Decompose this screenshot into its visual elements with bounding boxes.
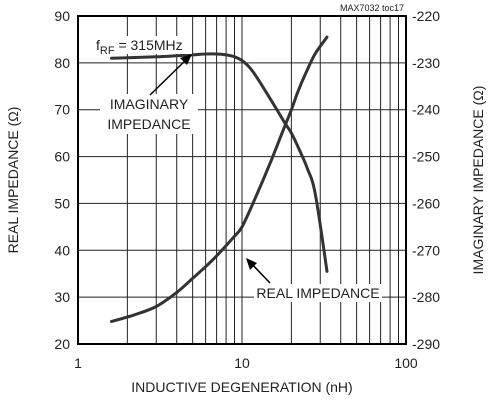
tick-labels: 1 10 100 20 30 40 50 60 70 80 90 -290 -280 -270 -260 -2… xyxy=(54,8,440,371)
x-tick-label: 1 xyxy=(74,355,82,371)
y-right-tick-label: -290 xyxy=(412,336,440,352)
y-right-tick-label: -230 xyxy=(412,55,440,71)
y-right-tick-label: -280 xyxy=(412,289,440,305)
imaginary-arrow-head xyxy=(180,54,192,65)
x-axis-title: INDUCTIVE DEGENERATION (nH) xyxy=(131,379,352,395)
series xyxy=(110,35,329,323)
y-left-tick-label: 50 xyxy=(54,195,70,211)
y-left-tick-label: 90 xyxy=(54,8,70,24)
frequency-label-bg xyxy=(94,36,192,54)
y-left-tick-label: 60 xyxy=(54,149,70,165)
y-right-tick-label: -270 xyxy=(412,242,440,258)
x-tick-label: 100 xyxy=(394,355,418,371)
y-left-tick-label: 40 xyxy=(54,242,70,258)
y-right-tick-label: -260 xyxy=(412,195,440,211)
real-label-bg xyxy=(254,284,382,302)
y-right-tick-label: -240 xyxy=(412,102,440,118)
figure-id-label: MAX7032 toc17 xyxy=(340,3,404,13)
y-axis-title-right: IMAGINARY IMPEDANCE (Ω) xyxy=(470,86,486,275)
frequency-label: fRF = 315MHz xyxy=(96,37,183,57)
y-right-tick-label: -250 xyxy=(412,149,440,165)
imaginary-arrow-line xyxy=(149,56,190,96)
frequency-prefix: f xyxy=(96,37,100,53)
y-axis-title-left: REAL IMPEDANCE (Ω) xyxy=(5,107,21,254)
imaginary-label-line1: IMAGINARY xyxy=(110,96,189,112)
y-right-tick-label: -220 xyxy=(412,8,440,24)
imaginary-label-line2: IMPEDANCE xyxy=(107,116,190,132)
imaginary-impedance-line xyxy=(110,52,329,273)
y-left-tick-label: 70 xyxy=(54,102,70,118)
frequency-subscript: RF xyxy=(100,45,115,57)
y-left-tick-label: 80 xyxy=(54,55,70,71)
y-left-tick-label: 30 xyxy=(54,289,70,305)
x-tick-label: 10 xyxy=(234,355,250,371)
imaginary-label-bg xyxy=(100,94,198,134)
real-impedance-line xyxy=(110,35,329,323)
plot-frame xyxy=(77,15,407,345)
real-arrow-head xyxy=(246,258,257,270)
frequency-value: = 315MHz xyxy=(115,37,183,53)
real-label: REAL IMPEDANCE xyxy=(256,285,379,301)
y-left-tick-label: 20 xyxy=(54,336,70,352)
